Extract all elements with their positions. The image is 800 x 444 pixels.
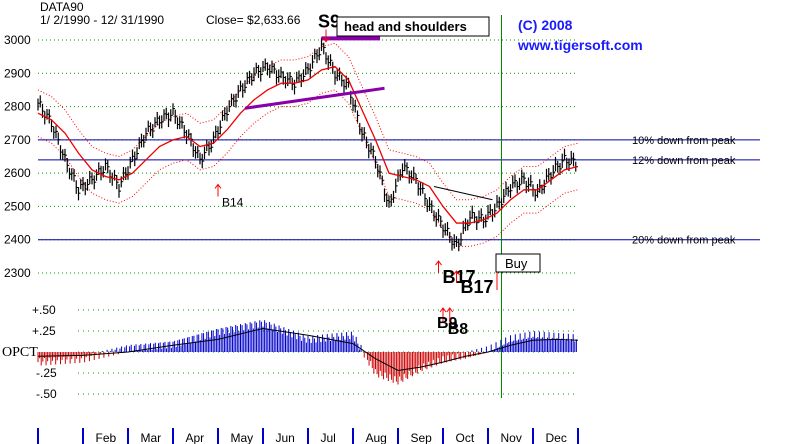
signal-arrow-0 (322, 29, 330, 43)
x-axis: Feb Mar Apr May Jun Jul Aug Sep Oct Nov Dec (37, 428, 579, 444)
pattern-label-box (336, 16, 490, 37)
month-label-aug: Aug (366, 431, 387, 444)
signal-label-1: B14 (222, 195, 244, 209)
month-label-sep: Sep (411, 431, 433, 444)
reference-label-0: 10% down from peak (632, 135, 736, 147)
opct-ma-line (37, 327, 579, 371)
reference-label-2: 20% down from peak (632, 235, 736, 247)
month-label-apr: Apr (186, 431, 205, 444)
y-tick-2700: 2700 (4, 133, 31, 147)
y-tick-3000: 3000 (4, 33, 31, 47)
bollinger-bands (37, 42, 579, 247)
month-label-oct: Oct (456, 431, 475, 444)
opct-tick-1: +.25 (32, 324, 56, 338)
month-label-feb: Feb (96, 431, 117, 444)
buy-label-box (495, 253, 541, 273)
y-tick-2900: 2900 (4, 66, 31, 80)
symbol-label: DATA90 (40, 0, 84, 14)
purple-trendline (244, 86, 385, 110)
month-label-dec: Dec (546, 431, 567, 444)
moving-average (37, 65, 579, 224)
upper-band (37, 42, 579, 201)
y-tick-2300: 2300 (4, 266, 31, 280)
month-label-nov: Nov (501, 431, 522, 444)
close-label: Close= $2,633.66 (206, 13, 301, 27)
month-label-mar: Mar (141, 431, 162, 444)
lower-band (37, 89, 579, 247)
website-label: www.tigersoft.com (517, 37, 643, 53)
buy-label: Buy (505, 256, 528, 271)
y-tick-2800: 2800 (4, 100, 31, 114)
opct-tick-0: +.50 (32, 303, 56, 317)
y-tick-2400: 2400 (4, 233, 31, 247)
signal-arrow-2 (435, 260, 442, 274)
price-bars (37, 37, 578, 252)
lower-signal-arrow-1 (446, 307, 454, 322)
opct-tick-3: -.50 (36, 387, 57, 401)
opct-axis-label: OPCT (2, 345, 38, 360)
signal-label-0: S9 (318, 12, 340, 32)
signal-label-3: B17 (461, 277, 494, 297)
copyright-label: (C) 2008 (518, 17, 573, 33)
moving-average-line (37, 65, 579, 224)
price-gridlines: 3000 2900 2800 2700 2600 2500 2400 2300 (4, 33, 578, 280)
neckline (433, 185, 493, 201)
date-range-label: 1/ 2/1990 - 12/ 31/1990 (40, 13, 164, 27)
reference-label-1: 12% down from peak (632, 155, 736, 167)
signal-arrow-1 (214, 183, 222, 197)
y-tick-2500: 2500 (4, 199, 31, 213)
signal-label-2: B17 (443, 267, 476, 287)
y-tick-2600: 2600 (4, 166, 31, 180)
opct-tick-2: -.25 (36, 366, 57, 380)
lower-signal-label-0: B9 (437, 315, 458, 332)
month-label-jun: Jun (276, 431, 295, 444)
trendlines (244, 36, 493, 201)
month-label-may: May (231, 431, 254, 444)
pattern-label: head and shoulders (344, 19, 467, 34)
lower-signal-arrow-0 (439, 307, 447, 322)
lower-signal-label-1: B8 (448, 321, 469, 338)
month-label-jul: Jul (321, 431, 336, 444)
signal-arrow-3 (453, 270, 460, 283)
